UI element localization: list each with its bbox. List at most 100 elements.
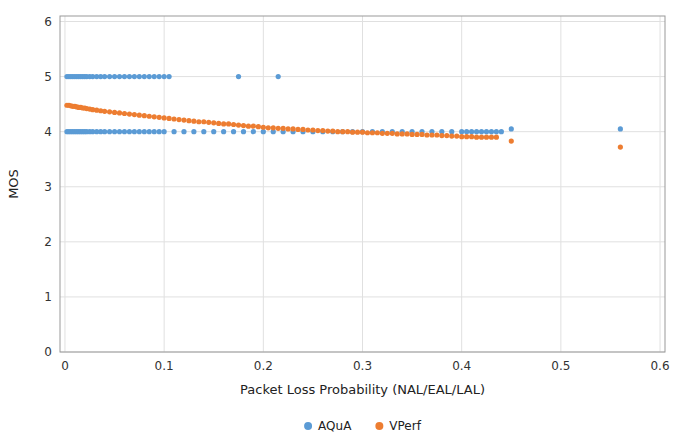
x-grid-line [560, 16, 561, 352]
point [489, 129, 494, 134]
point [132, 112, 137, 117]
point [286, 126, 291, 131]
point [400, 131, 405, 136]
point [152, 74, 157, 79]
x-tick-label: 0.2 [254, 359, 273, 373]
point [181, 118, 186, 123]
point [107, 129, 112, 134]
legend-item: AQuA [304, 419, 352, 433]
chart: 00.10.20.30.40.50.60123456Packet Loss Pr… [0, 0, 685, 448]
point [152, 129, 157, 134]
plot-frame [60, 16, 665, 352]
point [509, 138, 514, 143]
point [380, 131, 385, 136]
x-grid-line [64, 16, 65, 352]
legend-label: AQuA [318, 419, 352, 433]
x-tick-label: 0.1 [155, 359, 174, 373]
ticks: 00.10.20.30.40.50.60123456 [44, 15, 669, 373]
point [385, 131, 390, 136]
series-0 [64, 74, 623, 134]
point [142, 129, 147, 134]
point [241, 123, 246, 128]
point [325, 129, 330, 134]
point [196, 119, 201, 124]
point [117, 74, 122, 79]
x-tick-label: 0.4 [452, 359, 471, 373]
point [370, 130, 375, 135]
point [266, 125, 271, 130]
point [181, 129, 186, 134]
point [340, 129, 345, 134]
point [494, 135, 499, 140]
series-1 [64, 103, 623, 150]
x-grid-line [660, 16, 661, 352]
x-grid-line [362, 16, 363, 352]
point [474, 135, 479, 140]
point [335, 129, 340, 134]
point [137, 129, 142, 134]
point [211, 129, 216, 134]
point [132, 74, 137, 79]
point [122, 129, 127, 134]
point [390, 131, 395, 136]
point [479, 135, 484, 140]
point [127, 74, 132, 79]
point [464, 129, 469, 134]
point [137, 113, 142, 118]
point [191, 119, 196, 124]
point [231, 122, 236, 127]
point [201, 119, 206, 124]
point [494, 129, 499, 134]
x-tick-label: 0.5 [551, 359, 570, 373]
point [152, 114, 157, 119]
point [484, 129, 489, 134]
point [221, 129, 226, 134]
point [166, 116, 171, 121]
point [454, 133, 459, 138]
point [157, 74, 162, 79]
point [102, 129, 107, 134]
point [395, 131, 400, 136]
point [469, 129, 474, 134]
legend-marker [304, 422, 312, 430]
x-grid-line [461, 16, 462, 352]
point [424, 132, 429, 137]
y-grid-line [60, 296, 665, 297]
point [191, 129, 196, 134]
point [355, 130, 360, 135]
point [330, 129, 335, 134]
y-tick-label: 3 [44, 180, 52, 194]
point [107, 74, 112, 79]
point [122, 111, 127, 116]
y-grid-line [60, 21, 665, 22]
point [147, 129, 152, 134]
point [162, 129, 167, 134]
point [474, 129, 479, 134]
point [464, 134, 469, 139]
point [479, 129, 484, 134]
y-grid-line [60, 186, 665, 187]
x-tick-label: 0.6 [650, 359, 669, 373]
point [206, 120, 211, 125]
point [290, 126, 295, 131]
x-tick-label: 0.3 [353, 359, 372, 373]
point [162, 74, 167, 79]
y-tick-label: 0 [44, 345, 52, 359]
point [365, 130, 370, 135]
point [444, 133, 449, 138]
point [320, 128, 325, 133]
y-tick-label: 6 [44, 15, 52, 29]
y-axis-label: MOS [6, 169, 21, 199]
point [414, 132, 419, 137]
point [295, 127, 300, 132]
point [360, 130, 365, 135]
point [345, 129, 350, 134]
point [186, 118, 191, 123]
point [360, 129, 365, 134]
y-tick-label: 4 [44, 125, 52, 139]
points [64, 74, 623, 150]
point [484, 135, 489, 140]
point [107, 109, 112, 114]
point [122, 74, 127, 79]
point [429, 132, 434, 137]
